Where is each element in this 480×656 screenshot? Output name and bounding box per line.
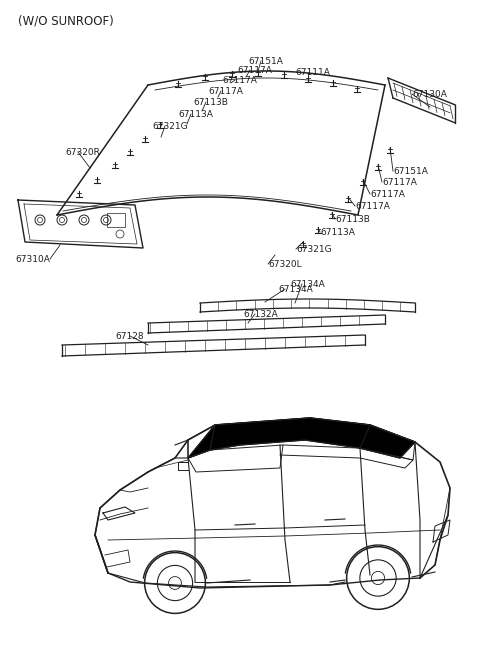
Text: 67113A: 67113A [320, 228, 355, 237]
Text: 67113B: 67113B [335, 215, 370, 224]
Text: 67113B: 67113B [193, 98, 228, 107]
Text: 67134A: 67134A [278, 285, 313, 294]
Text: 67134A: 67134A [290, 280, 325, 289]
Polygon shape [188, 418, 415, 458]
Text: 67320R: 67320R [65, 148, 100, 157]
Text: 67117A: 67117A [237, 66, 272, 75]
Text: 67321G: 67321G [296, 245, 332, 254]
Text: 67117A: 67117A [355, 202, 390, 211]
Text: 67128: 67128 [115, 332, 144, 341]
Text: 67117A: 67117A [370, 190, 405, 199]
Text: 67117A: 67117A [382, 178, 417, 187]
Text: 67130A: 67130A [412, 90, 447, 99]
Text: 67310A: 67310A [15, 255, 50, 264]
Text: 67117A: 67117A [222, 76, 257, 85]
Text: 67132A: 67132A [243, 310, 278, 319]
Text: 67321G: 67321G [152, 122, 188, 131]
Text: 67113A: 67113A [178, 110, 213, 119]
Text: 67151A: 67151A [248, 57, 283, 66]
Text: 67151A: 67151A [393, 167, 428, 176]
Text: (W/O SUNROOF): (W/O SUNROOF) [18, 15, 114, 28]
Text: 67320L: 67320L [268, 260, 301, 269]
Text: 67111A: 67111A [295, 68, 330, 77]
Text: 67117A: 67117A [208, 87, 243, 96]
